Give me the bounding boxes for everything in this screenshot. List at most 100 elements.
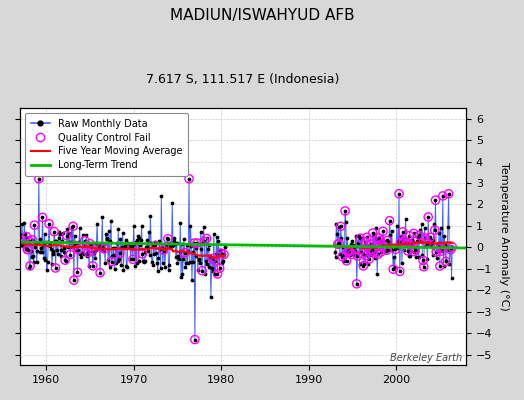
Point — [100, 241, 108, 248]
Point — [394, 238, 402, 245]
Point — [400, 247, 408, 254]
Text: Berkeley Earth: Berkeley Earth — [389, 353, 462, 363]
Point — [126, 242, 134, 249]
Point — [439, 193, 447, 199]
Point — [191, 336, 199, 343]
Point — [159, 247, 168, 253]
Point — [27, 248, 35, 254]
Point — [170, 235, 178, 241]
Point — [161, 264, 169, 270]
Point — [30, 222, 39, 228]
Point — [431, 227, 439, 233]
Point — [188, 277, 196, 283]
Point — [99, 248, 107, 254]
Point — [368, 246, 376, 252]
Point — [338, 253, 346, 260]
Point — [401, 216, 410, 222]
Point — [158, 244, 166, 250]
Point — [116, 250, 124, 257]
Point — [79, 240, 88, 246]
Point — [365, 256, 373, 262]
Point — [431, 197, 440, 203]
Point — [433, 244, 442, 251]
Point — [24, 246, 32, 253]
Point — [368, 230, 377, 236]
Point — [447, 275, 456, 281]
Point — [210, 231, 218, 238]
Point — [334, 241, 342, 248]
Point — [208, 255, 216, 262]
Point — [433, 254, 441, 261]
Point — [217, 250, 225, 256]
Point — [383, 247, 391, 253]
Point — [355, 232, 363, 239]
Point — [47, 246, 56, 252]
Point — [184, 248, 192, 254]
Point — [129, 256, 137, 262]
Point — [362, 252, 370, 258]
Point — [43, 259, 52, 265]
Point — [167, 243, 175, 249]
Point — [116, 236, 125, 242]
Point — [190, 240, 198, 246]
Point — [88, 248, 96, 254]
Point — [97, 244, 106, 251]
Point — [369, 248, 378, 255]
Point — [394, 245, 402, 251]
Point — [111, 266, 119, 272]
Point — [28, 237, 37, 243]
Point — [344, 249, 352, 255]
Point — [353, 281, 361, 287]
Point — [213, 271, 222, 277]
Point — [68, 223, 76, 230]
Point — [126, 256, 135, 262]
Point — [433, 244, 442, 251]
Point — [141, 249, 149, 255]
Point — [202, 235, 211, 242]
Point — [366, 241, 375, 248]
Point — [435, 230, 443, 236]
Point — [169, 242, 177, 248]
Point — [118, 243, 126, 250]
Point — [138, 251, 147, 257]
Point — [139, 259, 148, 266]
Point — [18, 243, 27, 250]
Point — [380, 238, 389, 244]
Point — [431, 197, 440, 203]
Point — [397, 233, 406, 240]
Point — [107, 258, 116, 265]
Point — [203, 261, 212, 267]
Point — [16, 242, 25, 248]
Point — [49, 251, 57, 258]
Point — [176, 220, 184, 226]
Point — [161, 244, 170, 251]
Point — [389, 266, 397, 272]
Point — [200, 238, 209, 244]
Point — [193, 240, 201, 246]
Point — [390, 254, 398, 260]
Point — [67, 238, 75, 245]
Point — [157, 193, 166, 199]
Point — [136, 242, 145, 248]
Point — [426, 234, 434, 240]
Point — [35, 236, 43, 243]
Point — [340, 252, 348, 258]
Point — [339, 243, 347, 250]
Point — [430, 220, 438, 227]
Point — [102, 236, 111, 242]
Point — [70, 277, 78, 283]
Point — [219, 258, 227, 264]
Point — [342, 219, 350, 225]
Point — [216, 246, 225, 253]
Point — [378, 244, 386, 250]
Point — [107, 258, 116, 265]
Point — [429, 252, 437, 258]
Point — [45, 220, 53, 227]
Point — [185, 176, 193, 182]
Point — [76, 250, 84, 257]
Point — [395, 190, 403, 197]
Point — [409, 230, 418, 236]
Point — [87, 244, 95, 251]
Point — [444, 190, 453, 197]
Point — [352, 232, 360, 239]
